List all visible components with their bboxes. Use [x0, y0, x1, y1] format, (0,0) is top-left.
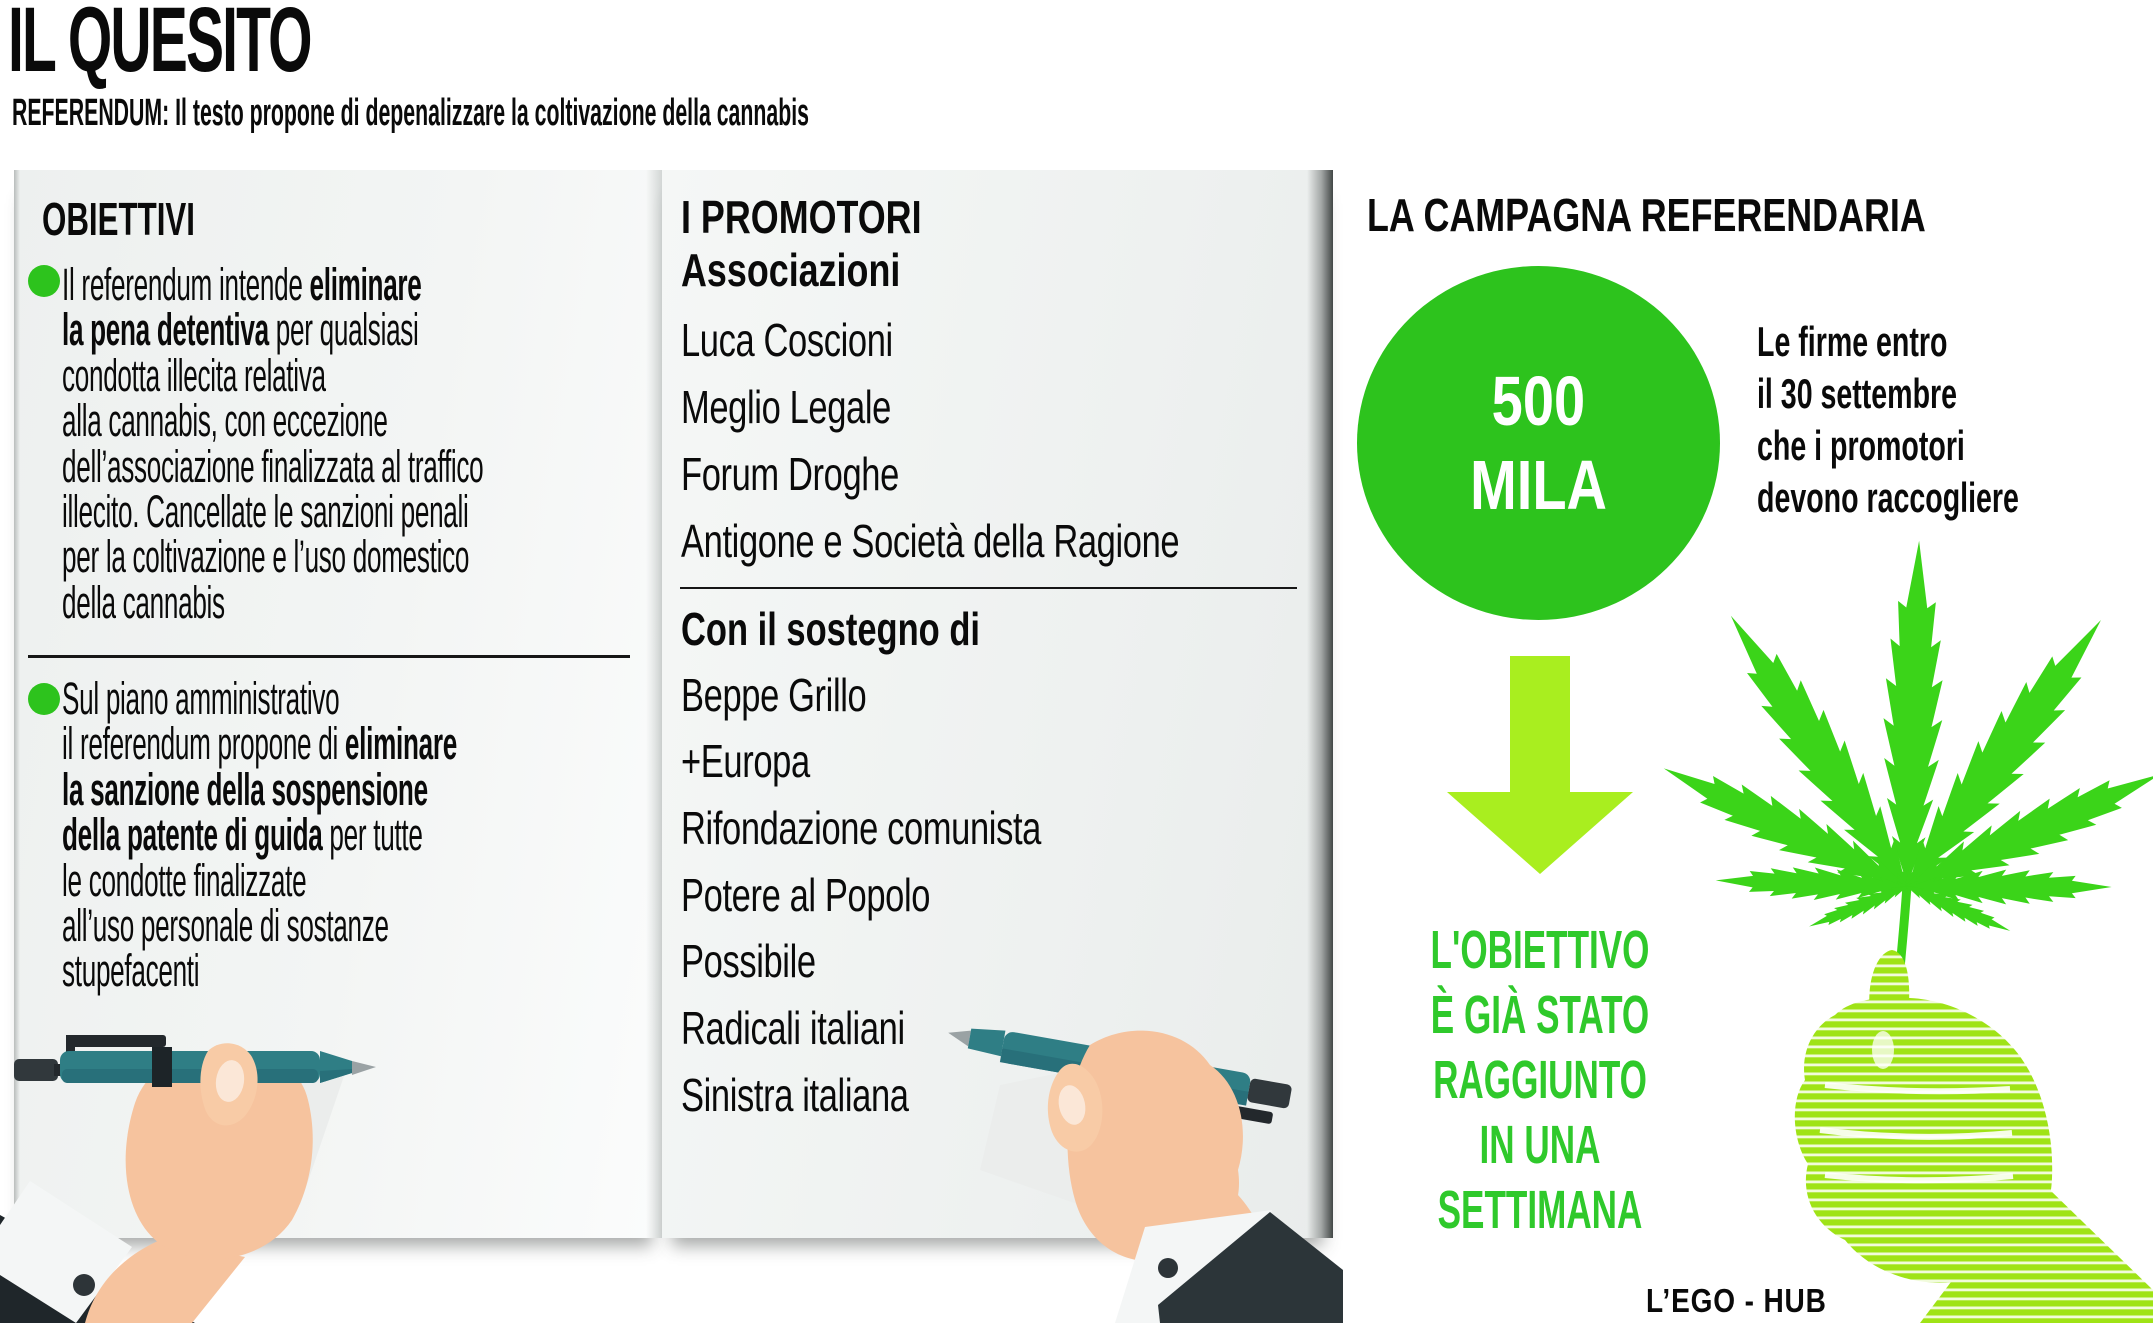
association-item: Antigone e Società della Ragione: [681, 515, 1180, 567]
supporter-item: Radicali italiani: [681, 1002, 905, 1054]
hand-palm: [1067, 1030, 1243, 1262]
cufflink: [1158, 1258, 1178, 1278]
paper-sheet-middle: [662, 170, 1333, 1238]
thumb-nail: [1058, 1085, 1086, 1125]
signatures-value: 500: [1491, 362, 1586, 440]
promotori-heading: I PROMOTORI: [681, 191, 922, 243]
credit-label: L’EGO - HUB: [1646, 1282, 1827, 1319]
hand-palm: [125, 1057, 313, 1260]
shirt-cuff: [0, 1181, 132, 1323]
engraved-fist: [1794, 950, 2153, 1323]
signatures-badge: 500 MILA: [1357, 266, 1720, 620]
page-title: IL QUESITO: [8, 0, 312, 91]
bullet-dot-icon: [28, 265, 60, 297]
supporter-item: +Europa: [681, 735, 810, 787]
supporter-item: Potere al Popolo: [681, 869, 931, 921]
pen: [14, 1035, 376, 1087]
supporter-item: Possibile: [681, 935, 816, 987]
suit-sleeve: [1158, 1212, 1343, 1323]
supporter-item: Beppe Grillo: [681, 669, 867, 721]
bullet-dot-icon: [28, 683, 60, 715]
cufflink: [73, 1274, 95, 1296]
page-subtitle: REFERENDUM: Il testo propone di depenali…: [12, 92, 809, 134]
signatures-unit: MILA: [1470, 446, 1607, 524]
obiettivi-heading: OBIETTIVI: [42, 193, 195, 245]
promotori-subheading: Associazioni: [681, 244, 901, 296]
wrist: [85, 1240, 245, 1323]
obiettivi-bullet-2: Sul piano amministrativo il referendum p…: [62, 673, 457, 997]
obiettivi-bullet-1: Il referendum intende eliminare la pena …: [62, 259, 484, 628]
campaign-result-text: L'OBIETTIVO È GIÀ STATO RAGGIUNTO IN UNA…: [1430, 920, 1650, 1240]
cannabis-leaf-illustration: [1653, 539, 2153, 1323]
leaf-blades: [1653, 539, 2153, 940]
support-heading: Con il sostegno di: [681, 603, 981, 655]
supporter-item: Rifondazione comunista: [681, 802, 1041, 854]
writing-hand-left-illustration: [0, 1035, 376, 1323]
association-item: Luca Coscioni: [681, 314, 893, 366]
promotori-divider: [680, 587, 1297, 589]
obiettivi-divider: [28, 655, 630, 658]
association-item: Forum Droghe: [681, 448, 899, 500]
thumb-nail: [215, 1060, 245, 1102]
association-item: Meglio Legale: [681, 381, 891, 433]
writing-hand-middle-illustration: [948, 1028, 1343, 1323]
arrow-down-icon: [1447, 656, 1633, 874]
signatures-note: Le firme entro il 30 settembre che i pro…: [1757, 318, 2019, 521]
campagna-heading: LA CAMPAGNA REFERENDARIA: [1367, 189, 1926, 241]
supporter-item: Sinistra italiana: [681, 1069, 909, 1121]
